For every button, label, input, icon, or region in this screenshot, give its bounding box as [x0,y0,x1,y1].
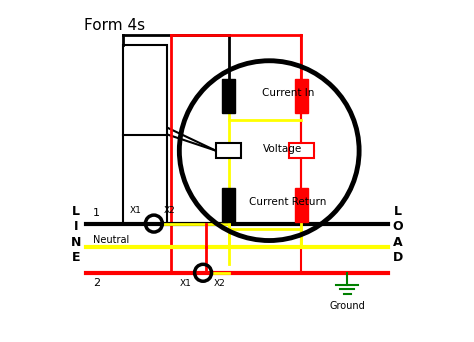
Bar [123,45,167,224]
Text: D: D [393,251,403,264]
Text: 1: 1 [93,209,100,219]
Text: 2: 2 [93,278,100,288]
Text: X2: X2 [164,206,176,215]
Text: X1: X1 [130,206,142,215]
Text: L: L [394,205,402,218]
Text: Form 4s: Form 4s [84,18,146,34]
Bar [295,188,308,222]
Text: Current In: Current In [263,88,315,98]
Text: E: E [72,251,80,264]
Text: Neutral: Neutral [93,235,129,245]
Text: Voltage: Voltage [263,144,301,154]
Text: A: A [393,236,403,249]
Text: N: N [71,236,81,249]
Text: L: L [72,205,80,218]
Bar [289,143,314,158]
Bar [216,143,241,158]
Bar [222,188,235,222]
Text: X1: X1 [179,279,191,288]
Text: I: I [73,221,78,234]
Bar [222,79,235,113]
Text: X2: X2 [213,279,225,288]
Text: Current Return: Current Return [249,197,326,207]
Text: O: O [393,221,403,234]
Bar [295,79,308,113]
Text: Ground: Ground [329,301,365,311]
